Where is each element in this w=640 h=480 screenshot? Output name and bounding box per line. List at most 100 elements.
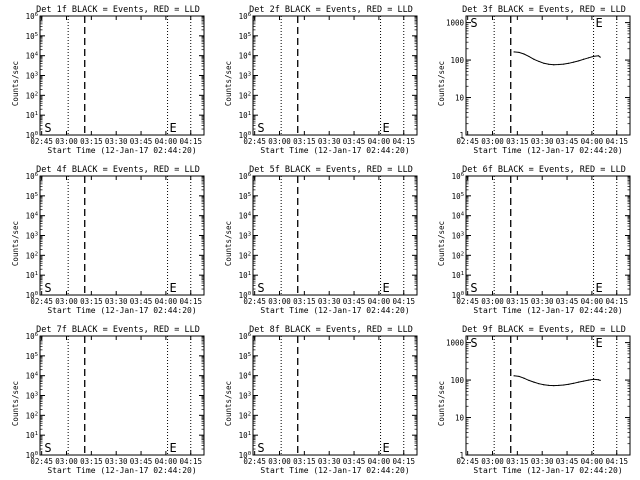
events-rate-line [513,375,601,387]
y-tick-label: 104 [239,212,252,221]
x-tick-label: 03:45 [130,297,153,306]
x-tick-label: 03:15 [80,297,103,306]
y-tick-label: 100 [26,131,38,140]
chart-title: Det 1f BLACK = Events, RED = LLD [36,5,200,15]
x-tick-label: 03:00 [481,457,504,466]
y-tick-label: 106 [239,172,251,181]
events-rate-line [513,51,601,66]
y-axis-label: Counts/sec [11,381,20,426]
data-point [543,62,545,64]
chart-title: Det 3f BLACK = Events, RED = LLD [462,5,626,15]
x-tick-label: 03:00 [55,297,78,306]
y-tick-label: 104 [452,212,465,221]
x-tick-label: 02:45 [243,137,266,146]
chart-title: Det 8f BLACK = Events, RED = LLD [249,325,413,335]
y-tick-label: 103 [26,392,38,401]
data-point [587,379,590,381]
x-tick-label: 04:00 [581,457,604,466]
x-axis-label: Start Time (12-Jan-17 02:44:20) [473,306,622,315]
y-axis-label: Counts/sec [437,381,446,426]
y-tick-label: 105 [26,192,38,201]
x-tick-label: 04:00 [368,457,391,466]
x-tick-label: 02:45 [456,457,479,466]
x-tick-label: 04:00 [155,137,178,146]
x-axis-label: Start Time (12-Jan-17 02:44:20) [47,466,196,475]
x-tick-label: 04:15 [179,137,202,146]
x-tick-label: 03:45 [556,457,579,466]
data-point [573,61,575,63]
end-marker: E [170,441,177,455]
y-tick-label: 101 [26,271,38,280]
y-axis-label: Counts/sec [224,381,233,426]
x-tick-label: 03:30 [318,457,341,466]
start-marker: S [470,281,477,295]
y-tick-label: 100 [239,131,251,140]
y-tick-label: 106 [26,172,38,181]
start-marker: S [257,121,264,135]
y-tick-label: 104 [26,52,39,61]
data-point [538,60,540,63]
x-axis-label: Start Time (12-Jan-17 02:44:20) [473,146,622,155]
x-tick-label: 03:00 [55,457,78,466]
start-marker: S [257,441,264,455]
x-tick-label: 03:30 [105,137,128,146]
y-tick-label: 100 [239,451,251,460]
plot-frame [465,15,631,136]
x-tick-label: 04:15 [605,457,628,466]
y-axis-label: Counts/sec [11,221,20,266]
end-marker: E [383,121,390,135]
data-point [548,63,550,65]
x-tick-label: 04:00 [155,457,178,466]
x-tick-label: 03:15 [293,457,316,466]
x-tick-label: 03:15 [293,137,316,146]
y-tick-label: 102 [239,411,251,420]
y-tick-label: 102 [239,251,251,260]
x-tick-label: 03:45 [343,137,366,146]
y-axis-label: Counts/sec [224,61,233,106]
x-tick-label: 03:15 [506,297,529,306]
x-tick-label: 03:00 [268,457,291,466]
data-point [568,383,570,385]
data-point [513,51,515,53]
y-tick-label: 1000 [446,339,465,348]
x-tick-label: 03:30 [531,137,554,146]
x-tick-label: 04:00 [581,137,604,146]
data-point [578,381,580,383]
plot-frame [252,335,418,456]
data-point [568,62,570,64]
y-tick-label: 100 [26,291,38,300]
x-axis-label: Start Time (12-Jan-17 02:44:20) [47,306,196,315]
x-tick-label: 03:00 [55,137,78,146]
x-tick-label: 03:30 [531,297,554,306]
data-point [592,55,595,58]
data-point [528,379,530,381]
y-tick-label: 105 [239,352,251,361]
y-tick-label: 101 [239,271,251,280]
end-marker: E [596,16,603,30]
data-point [518,51,520,54]
y-tick-label: 106 [239,332,251,341]
plot-frame [252,175,418,296]
x-tick-label: 04:15 [392,457,415,466]
x-tick-label: 02:45 [456,297,479,306]
data-point [513,375,515,377]
x-tick-label: 04:15 [392,137,415,146]
start-marker: S [44,441,51,455]
chart-title: Det 9f BLACK = Events, RED = LLD [462,325,626,335]
y-tick-label: 100 [450,56,464,65]
x-tick-label: 03:00 [481,137,504,146]
y-tick-label: 102 [452,251,464,260]
x-tick-label: 03:45 [130,137,153,146]
end-marker: E [596,281,603,295]
y-tick-label: 100 [452,291,464,300]
x-tick-label: 03:30 [105,297,128,306]
y-tick-label: 102 [26,91,38,100]
y-tick-label: 105 [452,192,464,201]
data-point [597,379,600,381]
data-point [533,381,535,383]
x-axis-label: Start Time (12-Jan-17 02:44:20) [260,306,409,315]
y-tick-label: 101 [26,431,38,440]
